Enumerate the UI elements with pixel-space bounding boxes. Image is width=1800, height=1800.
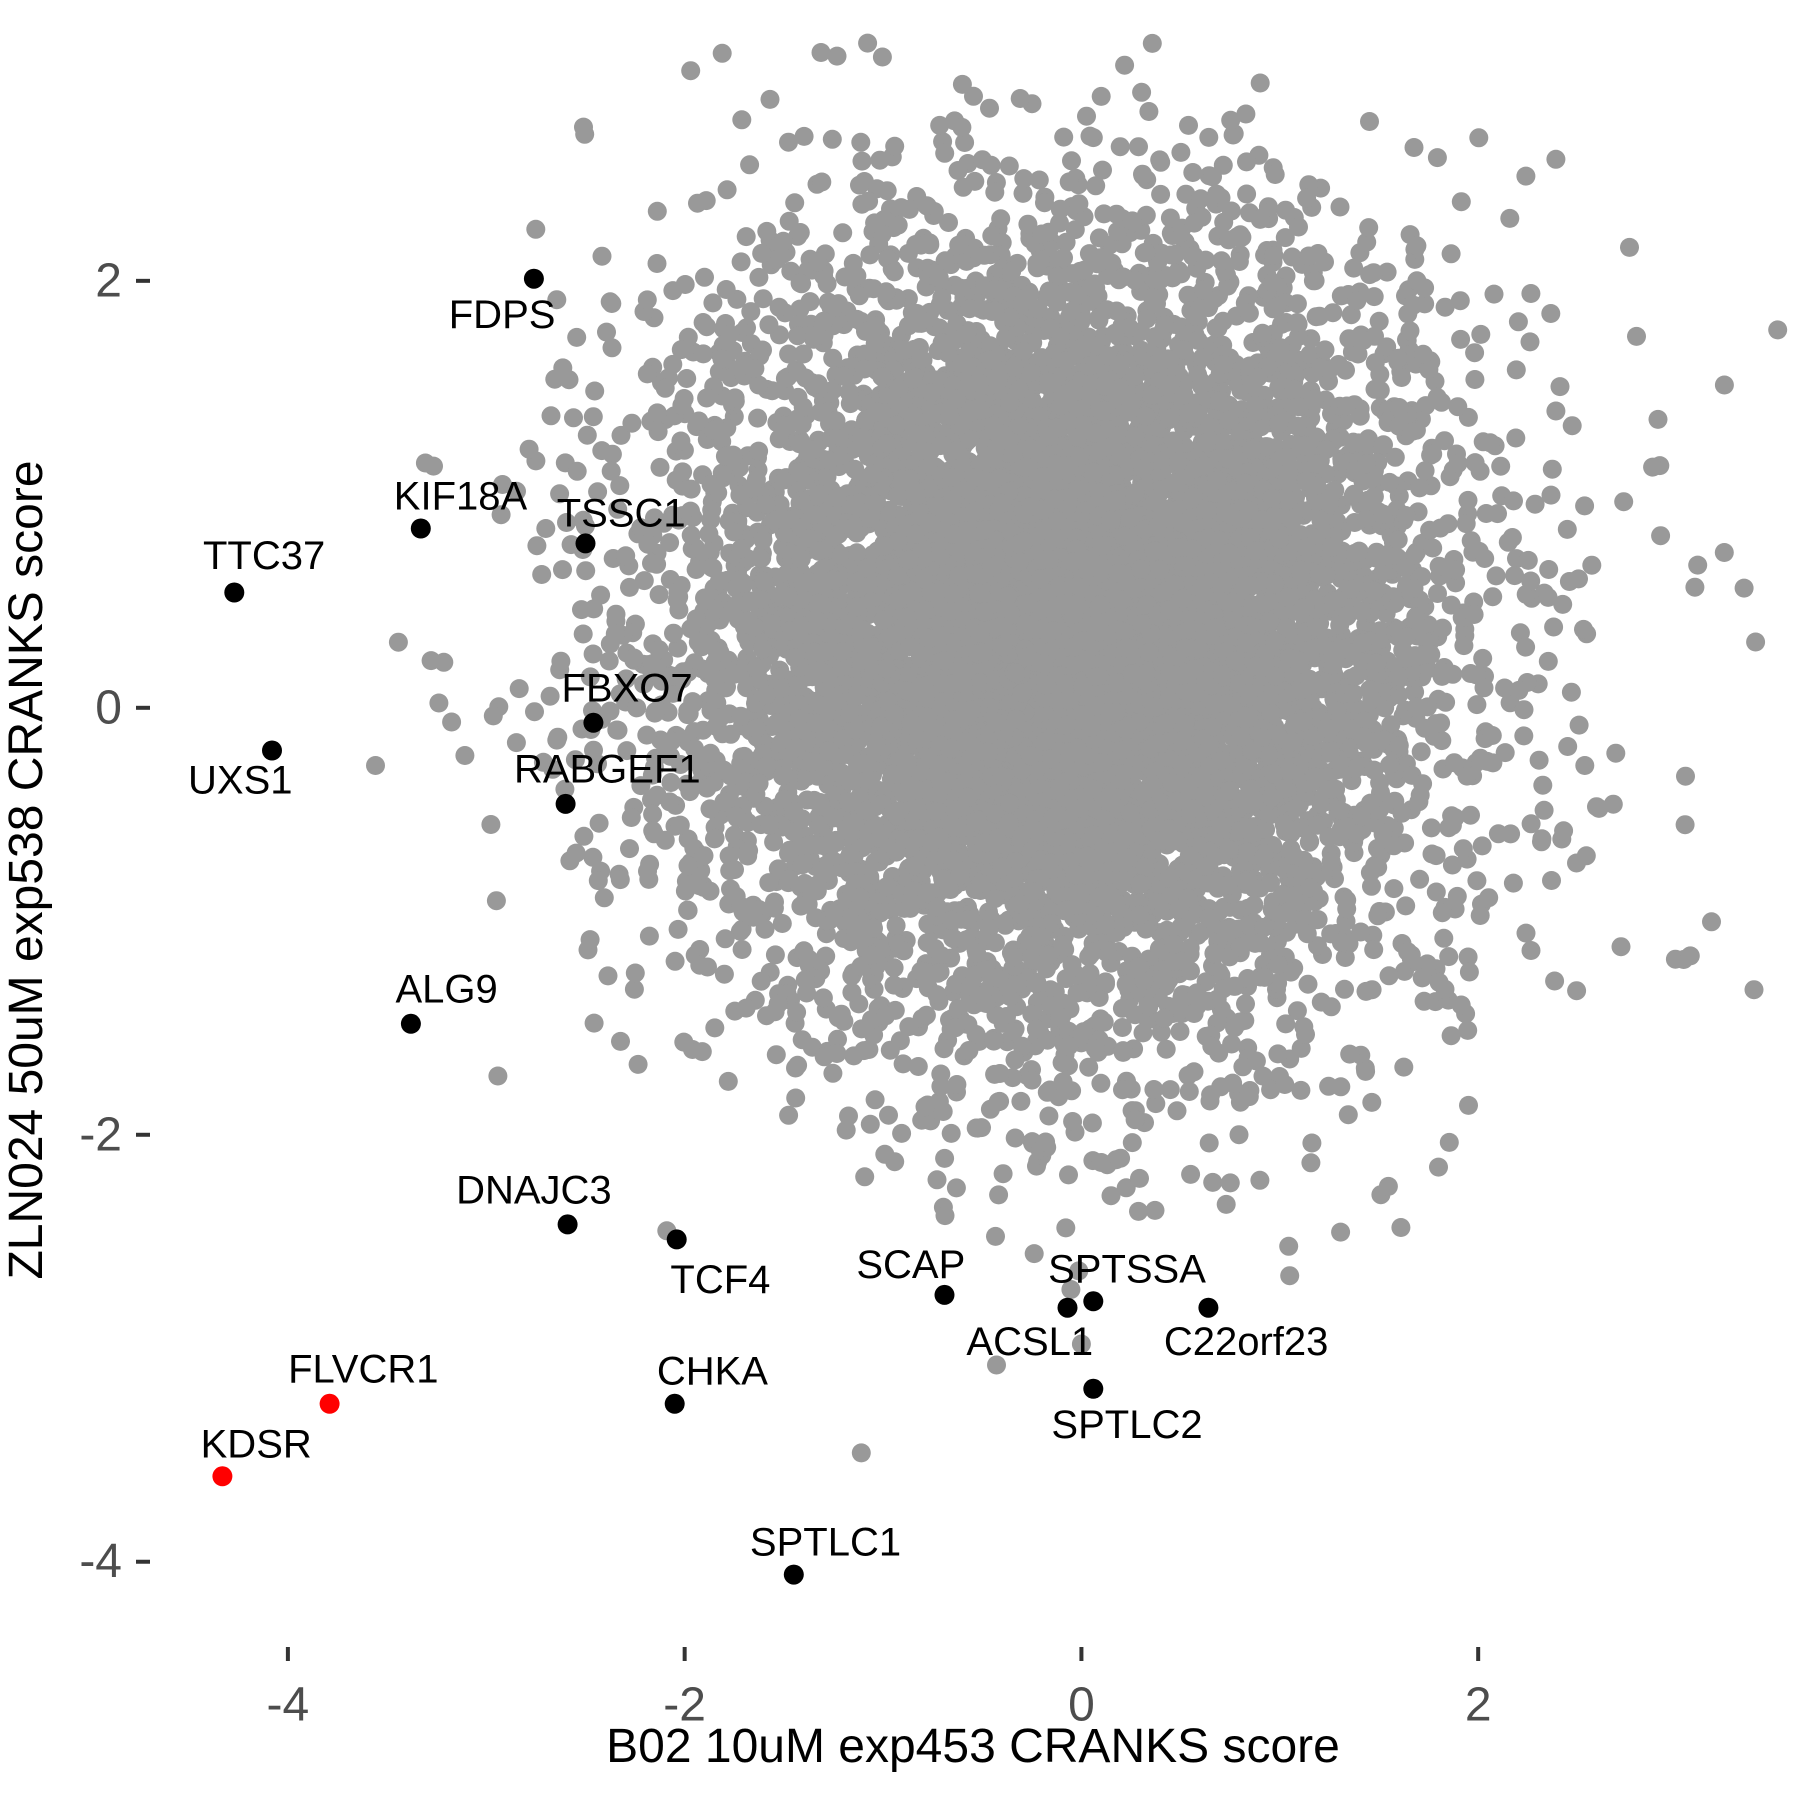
gene-point-CHKA [664, 1393, 685, 1414]
gene-label-UXS1: UXS1 [188, 758, 293, 802]
background-point [952, 74, 972, 94]
y-tick-label: 0 [95, 681, 122, 734]
gene-label-FLVCR1: FLVCR1 [288, 1348, 438, 1392]
gene-label-TSSC1: TSSC1 [557, 492, 686, 536]
x-tick-label: -2 [663, 1679, 706, 1732]
gene-point-ALG9 [400, 1013, 421, 1034]
gene-point-TTC37 [224, 582, 245, 603]
gene-point-ACSL1 [1057, 1297, 1078, 1318]
gene-point-FDPS [523, 268, 544, 289]
background-point [1071, 1334, 1091, 1354]
background-point [760, 89, 780, 109]
x-axis-title: B02 10uM exp453 CRANKS score [606, 1720, 1340, 1773]
axis-ticks: -4 -2 0 2 2 0 -2 -4 [79, 254, 1491, 1731]
gene-label-SPTLC1: SPTLC1 [750, 1521, 901, 1565]
y-tick-label: -2 [79, 1108, 122, 1161]
x-tick-label: 0 [1068, 1679, 1095, 1732]
gene-label-ALG9: ALG9 [395, 968, 497, 1012]
gene-point-KDSR [212, 1466, 233, 1487]
background-point-cloud [366, 33, 1788, 1463]
gene-point-SPTSSA [1083, 1291, 1104, 1312]
gene-label-FBXO7: FBXO7 [562, 667, 693, 711]
gene-point-RABGEF1 [555, 793, 576, 814]
gene-point-SPTLC1 [783, 1564, 804, 1585]
background-point [536, 519, 556, 538]
labeled-gene-points: FDPS KIF18A TSSC1 TTC37 UXS1 FBXO7 RABGEF1 ALG9… [188, 268, 1329, 1585]
gene-point-C22orf23 [1198, 1297, 1219, 1318]
gene-label-TCF4: TCF4 [670, 1258, 770, 1302]
gene-label-DNAJC3: DNAJC3 [456, 1168, 612, 1212]
gene-label-SCAP: SCAP [856, 1243, 965, 1287]
gene-point-FBXO7 [583, 712, 604, 733]
gene-label-KIF18A: KIF18A [394, 475, 528, 519]
background-point [574, 117, 593, 137]
background-point [1768, 320, 1788, 340]
gene-label-CHKA: CHKA [657, 1350, 768, 1394]
gene-point-TSSC1 [575, 533, 596, 554]
gene-label-ACSL1: ACSL1 [966, 1320, 1093, 1364]
gene-label-FDPS: FDPS [449, 293, 556, 337]
gene-point-SPTLC2 [1083, 1378, 1104, 1399]
gene-label-KDSR: KDSR [201, 1422, 312, 1466]
gene-label-SPTSSA: SPTSSA [1048, 1247, 1206, 1291]
gene-point-DNAJC3 [557, 1214, 578, 1235]
gene-point-FLVCR1 [319, 1393, 340, 1414]
gene-point-TCF4 [666, 1229, 687, 1250]
gene-label-SPTLC2: SPTLC2 [1051, 1403, 1202, 1447]
background-point [572, 600, 591, 620]
gene-label-RABGEF1: RABGEF1 [514, 748, 701, 792]
x-tick-label: -4 [267, 1679, 310, 1732]
y-tick-label: 2 [95, 254, 122, 307]
y-tick-label: -4 [79, 1535, 122, 1588]
gene-point-UXS1 [262, 740, 282, 761]
y-axis-title: ZLN024 50uM exp538 CRANKS score [0, 460, 53, 1279]
x-tick-label: 2 [1465, 1679, 1492, 1732]
gene-point-SCAP [934, 1284, 955, 1305]
gene-point-KIF18A [410, 518, 431, 539]
gene-label-C22orf23: C22orf23 [1164, 1320, 1329, 1364]
gene-label-TTC37: TTC37 [203, 534, 325, 578]
